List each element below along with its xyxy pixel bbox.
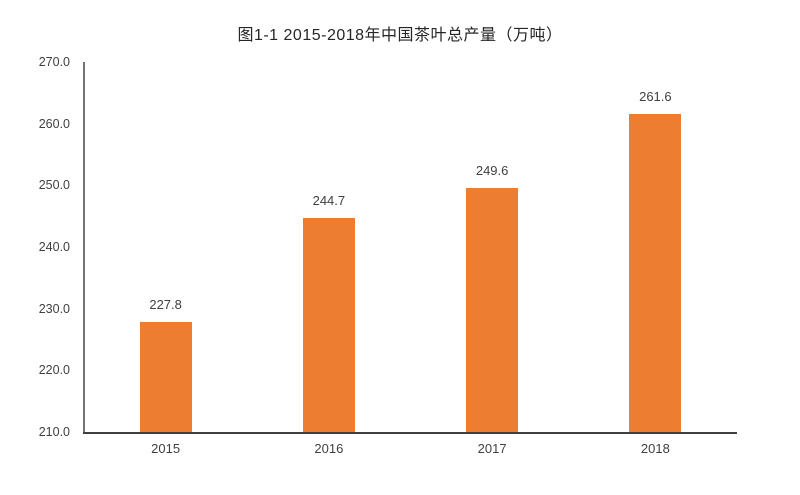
x-axis-tick-label: 2016 <box>314 441 344 456</box>
x-axis-tick-label: 2015 <box>151 441 181 456</box>
x-axis-tick-label: 2018 <box>640 441 670 456</box>
bar-2015 <box>139 322 192 432</box>
bar-value-label: 261.6 <box>639 88 672 104</box>
x-axis-tick-label: 2017 <box>477 441 507 456</box>
y-axis-tick-label: 260.0 <box>38 116 70 131</box>
y-axis-line <box>83 62 85 433</box>
y-axis-tick-label: 270.0 <box>38 55 70 69</box>
bar-value-label: 244.7 <box>312 193 346 209</box>
chart-title: 图1-1 2015-2018年中国茶叶总产量（万吨） <box>237 27 563 44</box>
y-axis-tick-label: 210.0 <box>38 425 70 439</box>
bar-value-label: 227.8 <box>149 297 182 313</box>
bar-2018 <box>629 113 682 432</box>
y-axis-tick-label: 240.0 <box>38 240 70 254</box>
bar-value-label: 249.6 <box>475 162 509 178</box>
y-axis-tick-label: 250.0 <box>38 178 70 193</box>
x-axis-line <box>83 432 737 434</box>
bar-2017 <box>466 187 519 432</box>
bar-2016 <box>302 218 355 432</box>
y-axis-tick-label: 230.0 <box>38 301 70 316</box>
y-axis-tick-label: 220.0 <box>38 363 70 378</box>
